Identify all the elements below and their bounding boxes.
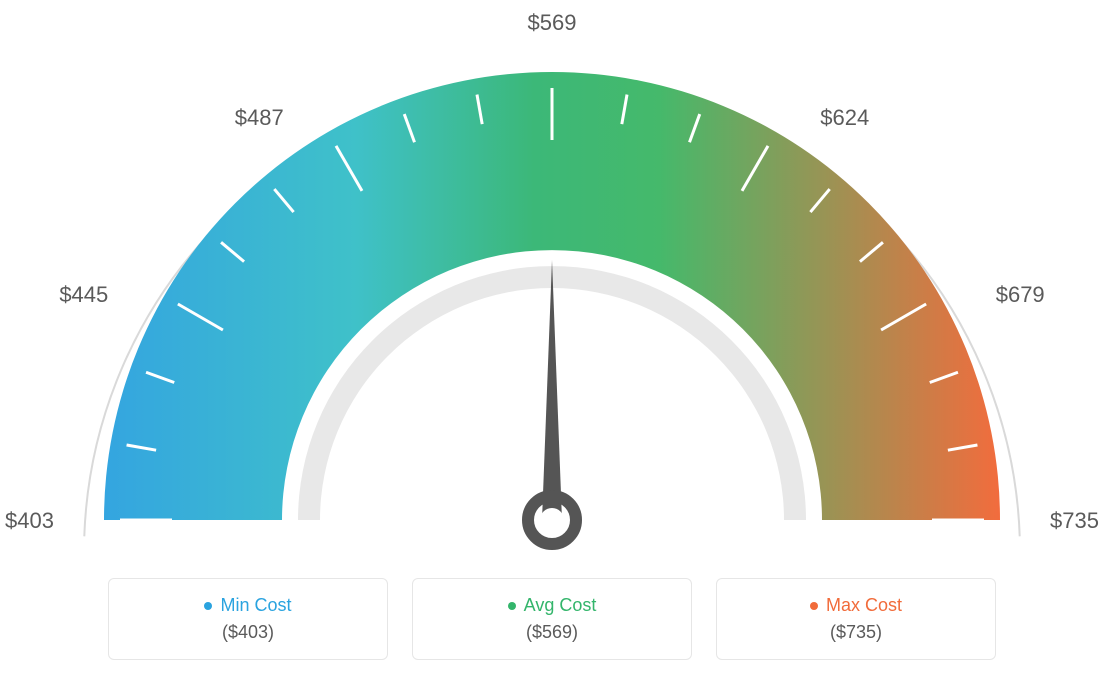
legend-value-avg: ($569) (526, 622, 578, 643)
gauge-tick-label: $735 (1050, 508, 1099, 533)
legend-row: Min Cost ($403) Avg Cost ($569) Max Cost… (0, 578, 1104, 660)
gauge-tick-label: $679 (996, 282, 1045, 307)
legend-card-avg: Avg Cost ($569) (412, 578, 692, 660)
legend-value-max: ($735) (830, 622, 882, 643)
legend-text-max: Max Cost (826, 595, 902, 616)
gauge-tick-label: $403 (5, 508, 54, 533)
legend-text-min: Min Cost (220, 595, 291, 616)
legend-card-min: Min Cost ($403) (108, 578, 388, 660)
gauge-tick-label: $569 (528, 10, 577, 35)
legend-label-avg: Avg Cost (508, 595, 597, 616)
gauge-tick-label: $487 (235, 105, 284, 130)
legend-dot-avg (508, 602, 516, 610)
gauge-svg: $403 $445 $487 $569 $624 $679 $735 (0, 0, 1104, 560)
legend-label-max: Max Cost (810, 595, 902, 616)
legend-dot-max (810, 602, 818, 610)
gauge-tick-label: $624 (820, 105, 869, 130)
legend-text-avg: Avg Cost (524, 595, 597, 616)
gauge-tick-label: $445 (59, 282, 108, 307)
legend-card-max: Max Cost ($735) (716, 578, 996, 660)
legend-label-min: Min Cost (204, 595, 291, 616)
cost-gauge: $403 $445 $487 $569 $624 $679 $735 (0, 0, 1104, 560)
legend-value-min: ($403) (222, 622, 274, 643)
gauge-needle (542, 260, 562, 520)
legend-dot-min (204, 602, 212, 610)
